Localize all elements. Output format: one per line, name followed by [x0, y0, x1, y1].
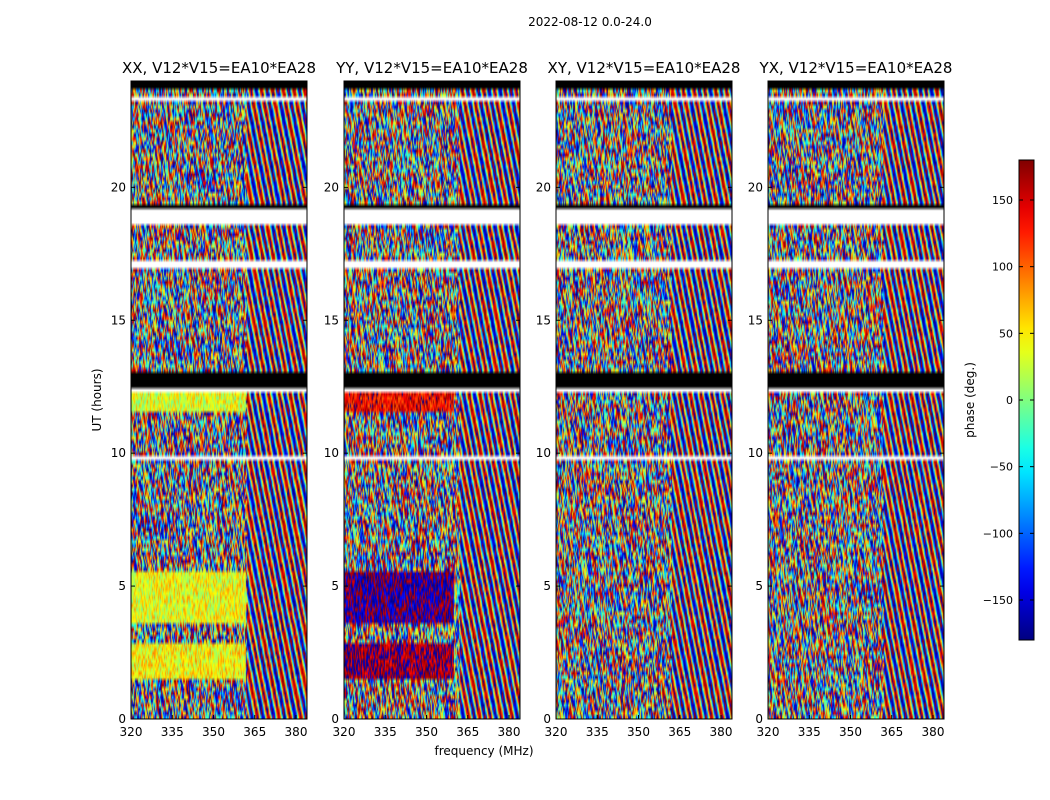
x-tick-label: 365 [456, 725, 479, 739]
y-tick-label: 20 [536, 180, 551, 194]
panel-3-heatmap [556, 81, 732, 719]
panel-3-title: XY, V12*V15=EA10*EA28 [548, 59, 741, 77]
panel-2: YY, V12*V15=EA10*EA28 320 335 350 365 380 0 5 10… [324, 59, 528, 739]
x-tick-label: 380 [285, 725, 308, 739]
colorbar-tick-label: 150 [992, 194, 1013, 207]
y-tick-label: 20 [111, 180, 126, 194]
colorbar-tick-label: 50 [999, 327, 1013, 340]
x-tick-label: 350 [202, 725, 225, 739]
panel-3-frame [555, 80, 733, 720]
y-tick-label: 0 [755, 712, 763, 726]
y-tick-label: 15 [536, 313, 551, 327]
x-tick-label: 365 [880, 725, 903, 739]
x-tick-label: 350 [627, 725, 650, 739]
x-tick-label: 365 [243, 725, 266, 739]
panel-4-heatmap [768, 81, 944, 719]
x-tick-label: 335 [161, 725, 184, 739]
y-tick-label: 20 [324, 180, 339, 194]
panel-1: XX, V12*V15=EA10*EA28 320 335 350 365 380 0 5 10… [111, 59, 316, 739]
panel-2-frame [343, 80, 521, 720]
y-tick-label: 15 [111, 313, 126, 327]
y-tick-label: 10 [324, 446, 339, 460]
figure-suptitle: 2022-08-12 0.0-24.0 [528, 15, 652, 29]
panel-1-title: XX, V12*V15=EA10*EA28 [122, 59, 316, 77]
panel-4-frame [767, 80, 945, 720]
y-tick-label: 10 [748, 446, 763, 460]
panel-2-title: YY, V12*V15=EA10*EA28 [335, 59, 528, 77]
x-tick-label: 365 [668, 725, 691, 739]
colorbar-tick-label: 0 [1006, 394, 1013, 407]
y-tick-label: 5 [755, 579, 763, 593]
panel-2-heatmap [344, 81, 520, 719]
x-tick-label: 350 [415, 725, 438, 739]
x-tick-label: 335 [586, 725, 609, 739]
x-tick-label: 350 [839, 725, 862, 739]
x-tick-label: 380 [710, 725, 733, 739]
y-tick-label: 0 [118, 712, 126, 726]
y-tick-label: 5 [543, 579, 551, 593]
panel-1-frame [130, 80, 308, 720]
y-tick-label: 15 [748, 313, 763, 327]
y-axis-label: UT (hours) [90, 368, 104, 431]
y-tick-label: 20 [748, 180, 763, 194]
x-tick-label: 380 [498, 725, 521, 739]
colorbar-tick-label: −150 [983, 594, 1013, 607]
x-axis-label: frequency (MHz) [434, 744, 533, 758]
y-tick-label: 0 [331, 712, 339, 726]
x-tick-label: 320 [757, 725, 780, 739]
y-tick-label: 10 [536, 446, 551, 460]
y-tick-label: 15 [324, 313, 339, 327]
panels-group: XX, V12*V15=EA10*EA28 320 335 350 365 380 0 5 10… [111, 59, 953, 739]
y-tick-label: 5 [331, 579, 339, 593]
y-tick-label: 0 [543, 712, 551, 726]
x-tick-label: 320 [333, 725, 356, 739]
x-tick-label: 320 [120, 725, 143, 739]
panel-3: XY, V12*V15=EA10*EA28 320 335 350 365 380 0 5 10… [536, 59, 741, 739]
x-tick-label: 335 [374, 725, 397, 739]
y-tick-label: 5 [118, 579, 126, 593]
colorbar-label: phase (deg.) [963, 362, 977, 438]
y-tick-label: 10 [111, 446, 126, 460]
x-tick-label: 380 [922, 725, 945, 739]
panel-1-heatmap [131, 81, 307, 719]
x-tick-label: 320 [545, 725, 568, 739]
colorbar-tick-label: 100 [992, 261, 1013, 274]
x-tick-label: 335 [798, 725, 821, 739]
colorbar-tick-label: −50 [990, 461, 1013, 474]
panel-4: YX, V12*V15=EA10*EA28 320 335 350 365 380 0 5 10… [748, 59, 953, 739]
colorbar-tick-label: −100 [983, 527, 1013, 540]
colorbar: 150 100 50 0 −50 −100 −150 [983, 159, 1035, 641]
panel-4-title: YX, V12*V15=EA10*EA28 [759, 59, 953, 77]
